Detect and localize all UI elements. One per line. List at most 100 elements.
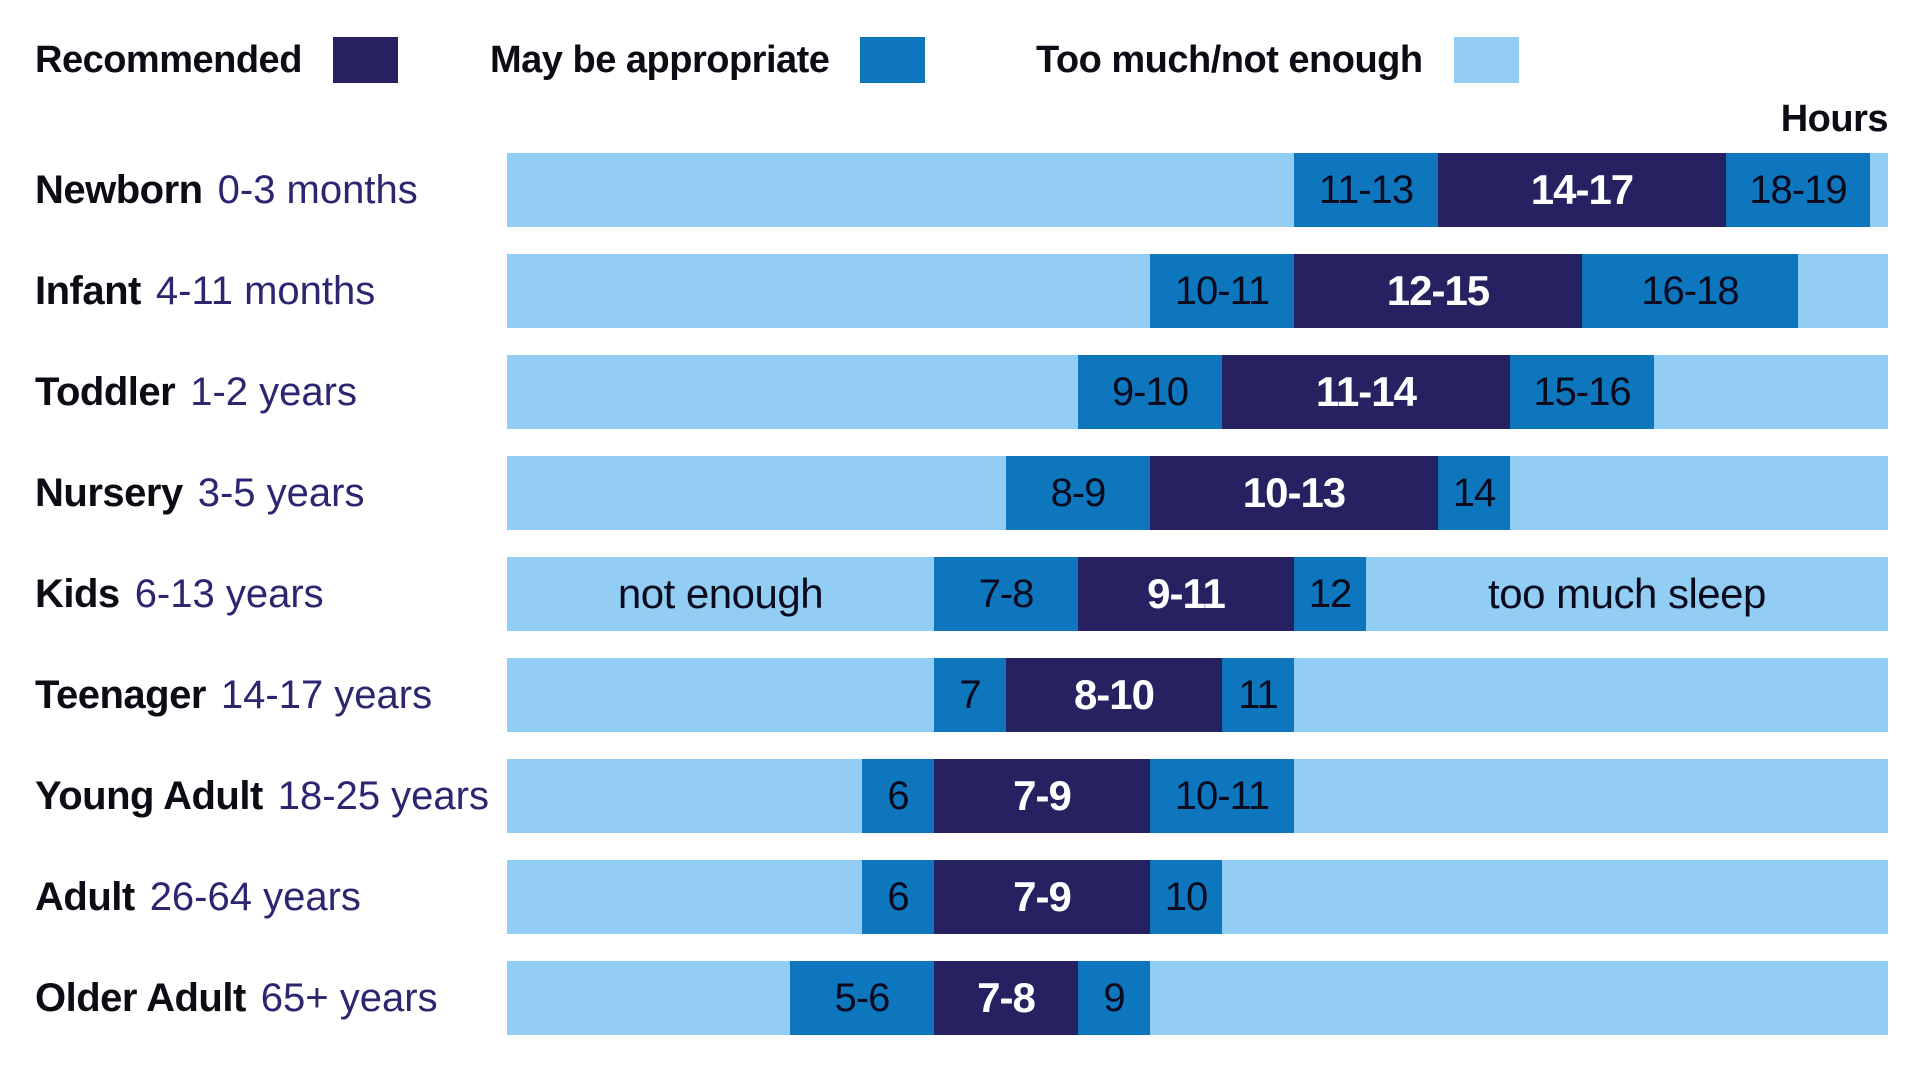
bar-segment-dark: 11-14 xyxy=(1221,355,1510,429)
segment-hours-label: 8-10 xyxy=(1073,671,1155,718)
bar-segment-dark: 7-9 xyxy=(933,759,1150,833)
segment-hours-label: 16-18 xyxy=(1641,269,1739,313)
bar-segment-light xyxy=(507,254,1150,328)
segment-hours-label: 12 xyxy=(1308,572,1352,616)
bar-segment-mid: 18-19 xyxy=(1725,153,1870,227)
legend-item: Too much/not enough xyxy=(1036,36,1519,84)
row-group-name: Toddler xyxy=(35,369,176,414)
bar-segment-dark: 7-8 xyxy=(933,961,1078,1035)
stacked-bar: 8-9 10-13 14 xyxy=(507,456,1888,530)
row-group-name: Young Adult xyxy=(35,773,263,818)
row-age-range: 1-2 years xyxy=(190,369,357,414)
stacked-bar: 6 7-9 10 xyxy=(507,860,1888,934)
segment-hours-label: 11-13 xyxy=(1318,168,1414,212)
bar-segment-mid: 14 xyxy=(1437,456,1510,530)
row-age-range: 4-11 months xyxy=(155,268,376,313)
stacked-bar: 5-6 7-8 9 xyxy=(507,961,1888,1035)
bar-segment-mid: 15-16 xyxy=(1509,355,1654,429)
chart-row: Newborn 0-3 months 11-13 14-17 18-19 xyxy=(0,153,1920,227)
segment-hours-label: 18-19 xyxy=(1749,168,1847,212)
segment-hours-label: 9-10 xyxy=(1111,370,1189,414)
chart-row: Toddler 1-2 years 9-10 11-14 15-16 xyxy=(0,355,1920,429)
row-age-range: 14-17 years xyxy=(220,672,433,717)
bar-segment-mid: 5-6 xyxy=(789,961,934,1035)
row-label: Nursery 3-5 years xyxy=(35,456,364,530)
chart-row: Kids 6-13 years not enough 7-8 9-11 12 too muc… xyxy=(0,557,1920,631)
bar-segment-light xyxy=(507,759,862,833)
legend-label: May be appropriate xyxy=(490,38,830,81)
stacked-bar: 9-10 11-14 15-16 xyxy=(507,355,1888,429)
chart-row: Teenager 14-17 years 7 8-10 11 xyxy=(0,658,1920,732)
chart-row: Young Adult 18-25 years 6 7-9 10-11 xyxy=(0,759,1920,833)
row-label: Older Adult 65+ years xyxy=(35,961,438,1035)
segment-hours-label: 10-13 xyxy=(1242,469,1346,516)
row-label: Adult 26-64 years xyxy=(35,860,361,934)
segment-hours-label: 10-11 xyxy=(1174,269,1270,313)
bar-segment-mid: 7-8 xyxy=(933,557,1078,631)
row-age-range: 0-3 months xyxy=(217,167,418,212)
bar-segment-mid: 10-11 xyxy=(1149,759,1294,833)
bar-segment-light xyxy=(507,456,1006,530)
bar-segment-mid: 11-13 xyxy=(1293,153,1438,227)
segment-hours-label: 15-16 xyxy=(1533,370,1631,414)
bar-segment-light xyxy=(507,153,1294,227)
row-group-name: Newborn xyxy=(35,167,203,212)
bar-segment-mid: 12 xyxy=(1293,557,1366,631)
segment-hours-label: 7-8 xyxy=(978,572,1035,616)
segment-hours-label: 8-9 xyxy=(1050,471,1107,515)
row-age-range: 6-13 years xyxy=(134,571,324,616)
bar-segment-mid: 6 xyxy=(861,860,934,934)
row-age-range: 65+ years xyxy=(260,975,438,1020)
legend-swatch-light xyxy=(1453,37,1519,83)
segment-hours-label: 14 xyxy=(1452,471,1496,515)
segment-hours-label: 12-15 xyxy=(1386,267,1490,314)
row-group-name: Nursery xyxy=(35,470,183,515)
segment-hours-label: 7 xyxy=(959,673,981,717)
stacked-bar: 6 7-9 10-11 xyxy=(507,759,1888,833)
bar-segment-dark: 10-13 xyxy=(1149,456,1438,530)
row-label: Kids 6-13 years xyxy=(35,557,324,631)
chart-row: Older Adult 65+ years 5-6 7-8 9 xyxy=(0,961,1920,1035)
row-label: Infant 4-11 months xyxy=(35,254,375,328)
bar-segment-light xyxy=(1293,759,1888,833)
row-label: Young Adult 18-25 years xyxy=(35,759,489,833)
bar-segment-mid: 10 xyxy=(1149,860,1222,934)
segment-hours-label: 7-9 xyxy=(1013,772,1072,819)
chart-row: Adult 26-64 years 6 7-9 10 xyxy=(0,860,1920,934)
segment-hours-label: 7-9 xyxy=(1013,873,1072,920)
row-group-name: Older Adult xyxy=(35,975,246,1020)
row-label: Toddler 1-2 years xyxy=(35,355,357,429)
legend-swatch-mid xyxy=(860,37,926,83)
bar-segment-light: too much sleep xyxy=(1365,557,1888,631)
bar-segment-light xyxy=(1869,153,1888,227)
row-label: Teenager 14-17 years xyxy=(35,658,432,732)
segment-hours-label: 11 xyxy=(1238,673,1279,717)
row-age-range: 18-25 years xyxy=(277,773,489,818)
bar-segment-mid: 6 xyxy=(861,759,934,833)
bar-segment-mid: 10-11 xyxy=(1149,254,1294,328)
bar-segment-light xyxy=(1221,860,1888,934)
chart-row: Nursery 3-5 years 8-9 10-13 14 xyxy=(0,456,1920,530)
segment-hours-label: 9 xyxy=(1103,976,1125,1020)
bar-segment-dark: 7-9 xyxy=(933,860,1150,934)
row-group-name: Adult xyxy=(35,874,135,919)
row-age-range: 3-5 years xyxy=(197,470,365,515)
segment-hours-label: 10-11 xyxy=(1174,774,1270,818)
bar-segment-light: not enough xyxy=(507,557,934,631)
stacked-bar: 11-13 14-17 18-19 xyxy=(507,153,1888,227)
segment-hours-label: 11-14 xyxy=(1315,368,1417,415)
bar-segment-mid: 8-9 xyxy=(1005,456,1150,530)
bar-segment-dark: 14-17 xyxy=(1437,153,1726,227)
bar-segment-dark: 8-10 xyxy=(1005,658,1222,732)
bar-segment-mid: 9 xyxy=(1077,961,1150,1035)
row-group-name: Kids xyxy=(35,571,120,616)
segment-hours-label: 14-17 xyxy=(1530,166,1634,213)
bar-segment-light xyxy=(1293,658,1888,732)
bar-segment-light xyxy=(1797,254,1888,328)
segment-hours-label: 6 xyxy=(887,774,909,818)
bar-segment-light xyxy=(507,355,1078,429)
bar-segment-light xyxy=(507,961,790,1035)
segment-hours-label: 7-8 xyxy=(977,974,1036,1021)
bar-segment-mid: 7 xyxy=(933,658,1006,732)
